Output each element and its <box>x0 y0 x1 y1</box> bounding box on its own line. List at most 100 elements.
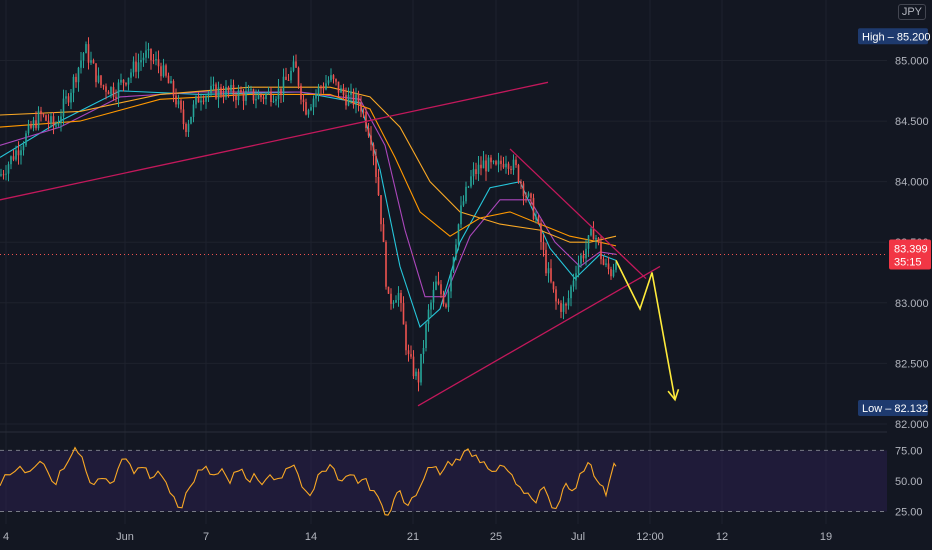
price-tick-label: 85.000 <box>895 56 929 68</box>
candle-body <box>520 181 522 184</box>
rsi-tick-label: 75.00 <box>895 445 923 457</box>
candle-body <box>362 111 365 113</box>
time-tick-label: 14 <box>305 531 317 543</box>
candle-body <box>82 53 85 61</box>
candle-body <box>202 100 205 102</box>
candle-body <box>167 75 170 84</box>
candle-body <box>365 111 367 129</box>
candle-body <box>302 99 305 103</box>
high-tag-bg <box>858 28 928 45</box>
candle-body <box>67 96 70 103</box>
candle-body <box>532 197 535 220</box>
candle-body <box>510 168 512 170</box>
candle-body <box>195 96 197 105</box>
candle-body <box>375 156 377 177</box>
candle-body <box>280 88 282 95</box>
candle-body <box>47 120 50 124</box>
candle-body <box>237 90 240 101</box>
candle-body <box>75 76 77 83</box>
candle-body <box>62 98 65 117</box>
candle-body <box>282 76 285 95</box>
candle-body <box>300 85 302 100</box>
candle-body <box>577 263 580 274</box>
candle-body <box>245 90 247 101</box>
low-tag-bg <box>858 399 928 416</box>
candle-body <box>30 124 32 128</box>
candle-body <box>80 60 82 68</box>
candle-body <box>257 94 260 99</box>
candle-body <box>210 85 212 94</box>
candle-body <box>462 201 465 206</box>
last-price-value: 83.399 <box>894 243 928 255</box>
candle-body <box>320 87 322 89</box>
candle-body <box>535 216 537 220</box>
candle-body <box>395 300 397 303</box>
candle-body <box>555 289 557 302</box>
candle-body <box>222 94 225 98</box>
moving-average-lines <box>0 86 617 328</box>
trendline[interactable] <box>0 81 549 201</box>
candle-body <box>215 84 217 99</box>
candle-body <box>382 224 385 243</box>
candle-body <box>155 59 157 61</box>
projection-path[interactable] <box>615 260 676 400</box>
candle-body <box>387 286 390 294</box>
time-tick-label: 19 <box>820 531 832 543</box>
candle-body <box>290 70 292 81</box>
candle-body <box>575 273 577 281</box>
rsi-band <box>0 450 887 512</box>
candle-body <box>570 286 572 299</box>
candle-body <box>422 348 425 354</box>
candle-body <box>420 353 422 383</box>
candle-body <box>72 76 75 93</box>
candle-body <box>315 94 317 99</box>
candle-body <box>560 303 562 312</box>
candle-body <box>332 75 335 80</box>
candle-body <box>60 116 62 124</box>
candle-body <box>150 48 152 61</box>
candle-body <box>515 159 517 166</box>
candle-body <box>457 224 460 245</box>
candle-body <box>305 102 307 115</box>
candle-body <box>432 289 435 303</box>
candle-body <box>377 176 380 196</box>
time-axis[interactable]: 4 Jun 7 14 21 25 Jul 12:00 12 19 <box>3 531 832 543</box>
candle-body <box>525 196 527 198</box>
candle-body <box>527 193 530 197</box>
candle-body <box>132 61 135 73</box>
candle-body <box>5 173 7 175</box>
trendline[interactable] <box>417 265 661 407</box>
candle-body <box>160 66 162 77</box>
candle-body <box>175 95 177 105</box>
candle-body <box>590 228 592 236</box>
candle-body <box>367 128 370 136</box>
candle-body <box>485 160 487 172</box>
candle-body <box>355 94 357 105</box>
rsi-tick-label: 25.00 <box>895 506 923 518</box>
candle-body <box>547 268 550 274</box>
candle-body <box>252 89 255 101</box>
projection-arrow[interactable] <box>615 260 680 402</box>
trendline[interactable] <box>509 148 647 280</box>
candle-body <box>65 96 67 99</box>
candle-body <box>582 255 585 259</box>
candle-body <box>565 303 567 306</box>
candle-body <box>197 96 200 103</box>
candle-body <box>297 67 300 86</box>
candle-body <box>580 255 582 264</box>
candle-body <box>492 161 495 163</box>
rsi-axis: 75.00 50.00 25.00 <box>895 445 923 518</box>
candle-body <box>70 92 72 103</box>
candle-body <box>125 82 127 85</box>
candle-body <box>250 89 252 91</box>
rsi-tick-label: 50.00 <box>895 476 923 488</box>
trendline-drawings[interactable] <box>0 81 661 407</box>
candle-body <box>460 205 462 225</box>
candle-body <box>312 98 315 108</box>
candle-body <box>435 281 437 290</box>
candle-body <box>602 259 605 265</box>
currency-label[interactable]: JPY <box>897 4 926 20</box>
candle-body <box>192 104 195 117</box>
candle-body <box>615 262 617 270</box>
